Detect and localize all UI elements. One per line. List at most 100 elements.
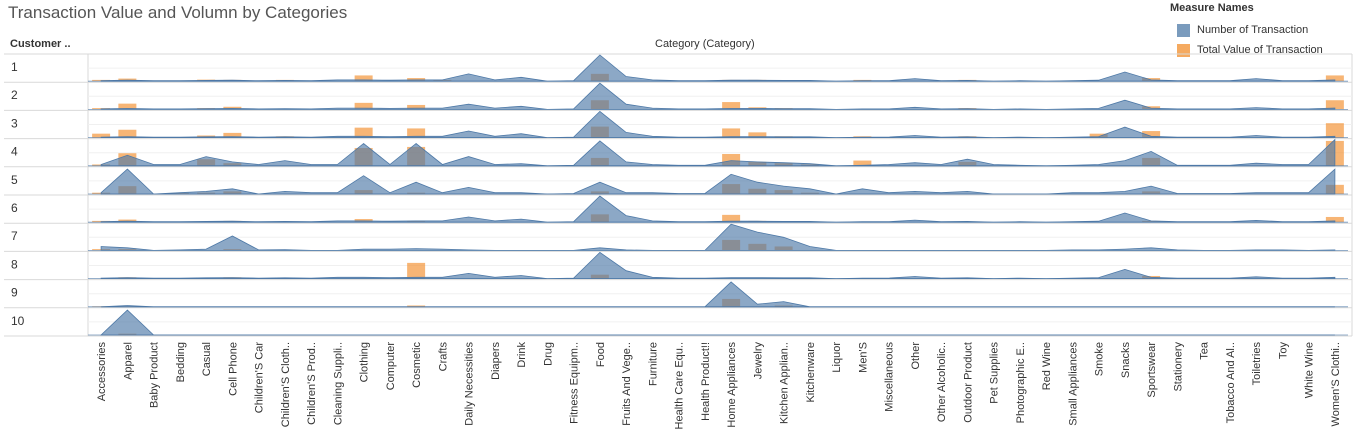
transaction-area <box>100 54 1336 82</box>
value-bar <box>1325 100 1344 110</box>
value-bar <box>1325 123 1344 138</box>
value-bar <box>722 128 741 138</box>
category-tick-label: Snacks <box>1120 342 1132 379</box>
category-tick-label: Health Product!! <box>700 342 712 421</box>
transaction-area <box>100 309 1335 336</box>
value-bar <box>354 127 373 138</box>
category-tick-label: Miscellaneous <box>884 342 896 412</box>
value-bar <box>1325 75 1344 82</box>
legend-item-value[interactable]: Total Value of Transaction <box>1170 40 1355 60</box>
category-tick-label: Drug <box>542 342 554 366</box>
category-tick-label: Casual <box>201 342 213 376</box>
category-tick-label: Smoke <box>1094 342 1106 376</box>
category-tick-label: Pet Supplies <box>989 342 1001 404</box>
value-bar <box>748 132 767 138</box>
category-tick-label: Tobacco And Al.. <box>1225 342 1237 423</box>
value-bar <box>1089 133 1108 138</box>
category-tick-label: Kitchen Applian.. <box>779 342 791 424</box>
value-bar <box>354 102 373 110</box>
category-tick-label: Computer <box>385 342 397 391</box>
row-label: 5 <box>11 173 18 187</box>
category-tick-label: Kitchenware <box>805 342 817 403</box>
transaction-area <box>100 110 1336 139</box>
category-tick-label: Clothing <box>359 342 371 382</box>
row-label: 10 <box>11 314 25 328</box>
transaction-area <box>100 82 1336 110</box>
value-bar <box>853 160 872 166</box>
category-tick-label: Cleaning Suppli.. <box>332 342 344 425</box>
value-bar <box>1142 131 1161 138</box>
value-bar <box>118 103 137 110</box>
value-bar <box>1325 216 1344 223</box>
category-tick-label: Apparel <box>122 342 134 380</box>
value-bar <box>722 214 741 223</box>
category-tick-label: Sportswear <box>1146 342 1158 398</box>
value-bar <box>407 262 426 279</box>
category-tick-label: Small Appliances <box>1067 342 1079 426</box>
category-tick-label: Other <box>910 342 922 370</box>
category-tick-label: Tea <box>1199 341 1211 360</box>
legend-item-transactions[interactable]: Number of Transaction <box>1170 20 1355 40</box>
value-bar <box>407 128 426 138</box>
legend: Measure Names Number of Transaction Tota… <box>1170 2 1355 60</box>
category-tick-label: Diapers <box>490 342 502 380</box>
row-label: 9 <box>11 286 18 300</box>
legend-label-transactions: Number of Transaction <box>1197 24 1309 36</box>
value-bar <box>354 75 373 82</box>
category-tick-label: Home Appliances <box>726 342 738 428</box>
legend-swatch-transactions <box>1177 23 1190 37</box>
value-bar <box>223 132 242 138</box>
row-label: 3 <box>11 116 18 130</box>
category-tick-label: White Wine <box>1304 342 1316 398</box>
category-tick-label: Other Alcoholic.. <box>936 342 948 422</box>
category-tick-label: Children'S Car <box>254 342 266 414</box>
category-tick-label: Baby Product <box>149 342 161 408</box>
category-tick-label: Men'S <box>857 342 869 373</box>
category-tick-label: Toiletries <box>1251 342 1263 386</box>
category-tick-label: Children'S Cloth.. <box>280 342 292 427</box>
category-tick-label: Toy <box>1277 342 1289 360</box>
row-label: 2 <box>11 88 18 102</box>
category-tick-label: Bedding <box>175 342 187 382</box>
chart-title: Transaction Value and Volumn by Categori… <box>8 3 348 22</box>
category-tick-label: Outdoor Product <box>962 342 974 423</box>
category-tick-label: Stationery <box>1172 342 1184 392</box>
legend-swatch-value <box>1177 43 1190 57</box>
category-tick-label: Daily Necessities <box>464 342 476 426</box>
category-tick-label: Cosmetic <box>411 342 423 388</box>
category-tick-label: Children'S Prod.. <box>306 342 318 425</box>
category-tick-label: Drink <box>516 342 528 368</box>
transaction-area <box>100 251 1336 280</box>
transaction-area <box>100 168 1336 195</box>
category-tick-label: Liquor <box>831 342 843 373</box>
transaction-area <box>100 195 1336 223</box>
category-tick-label: Jewelry <box>752 342 764 380</box>
transaction-area <box>101 281 1335 308</box>
category-tick-label: Photographic E.. <box>1015 342 1027 423</box>
category-tick-label: Cell Phone <box>227 342 239 396</box>
value-bar <box>407 305 426 307</box>
row-label: 7 <box>11 229 18 243</box>
row-label: 8 <box>11 257 18 271</box>
row-label: 1 <box>11 60 18 74</box>
legend-label-value: Total Value of Transaction <box>1197 44 1323 56</box>
row-label: 6 <box>11 201 18 215</box>
value-bar <box>407 104 426 110</box>
transaction-area <box>100 223 1336 251</box>
category-tick-label: Fruits And Vege.. <box>621 342 633 426</box>
category-tick-label: Furniture <box>647 342 659 386</box>
transaction-area <box>100 138 1336 167</box>
row-header: Customer .. <box>10 38 71 50</box>
category-tick-label: Red Wine <box>1041 342 1053 390</box>
legend-title: Measure Names <box>1170 2 1254 14</box>
value-bar <box>722 102 741 110</box>
value-bar <box>92 133 111 138</box>
category-tick-label: Fitness Equipm.. <box>569 342 581 424</box>
value-bar <box>722 154 741 166</box>
category-tick-label: Food <box>595 342 607 367</box>
category-tick-label: Crafts <box>437 342 449 372</box>
category-tick-label: Health Care Equ.. <box>674 342 686 429</box>
category-tick-label: Accessories <box>96 342 108 402</box>
value-bar <box>118 129 137 138</box>
